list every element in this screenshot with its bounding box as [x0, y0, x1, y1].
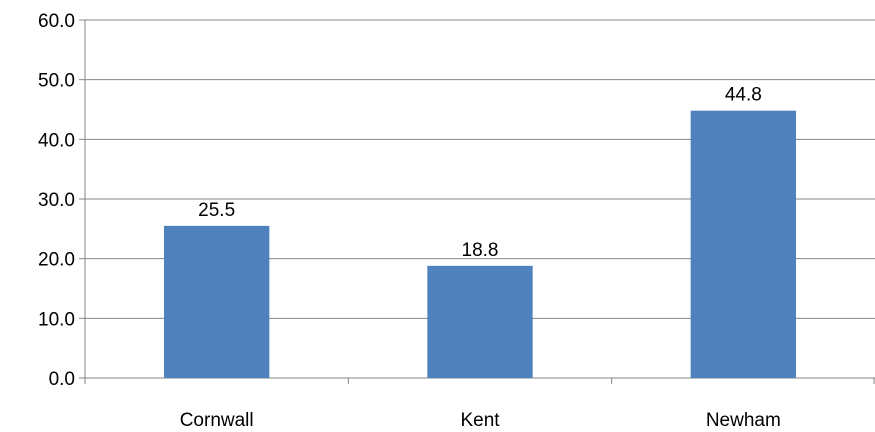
- bars: [164, 110, 796, 379]
- y-axis-tick-labels: 0.0 10.0 20.0 30.0 40.0 50.0 60.0: [38, 11, 75, 390]
- category-label-kent: Kent: [460, 410, 500, 431]
- bar-cornwall: [164, 225, 270, 378]
- y-tick-label: 20.0: [38, 250, 75, 271]
- data-label-cornwall: 25.5: [198, 200, 235, 221]
- x-axis-category-labels: Cornwall Kent Newham: [180, 410, 781, 431]
- y-tick-label: 0.0: [49, 369, 75, 390]
- y-tick-label: 60.0: [38, 11, 75, 32]
- data-labels: 25.5 18.8 44.8: [198, 85, 762, 261]
- y-tick-label: 10.0: [38, 309, 75, 330]
- y-tick-label: 30.0: [38, 190, 75, 211]
- data-label-newham: 44.8: [725, 85, 762, 106]
- category-label-cornwall: Cornwall: [180, 410, 254, 431]
- y-tick-label: 50.0: [38, 71, 75, 92]
- data-label-kent: 18.8: [462, 240, 499, 261]
- bar-newham: [690, 110, 796, 379]
- category-label-newham: Newham: [706, 410, 781, 431]
- y-tick-label: 40.0: [38, 130, 75, 151]
- bar-kent: [427, 265, 533, 378]
